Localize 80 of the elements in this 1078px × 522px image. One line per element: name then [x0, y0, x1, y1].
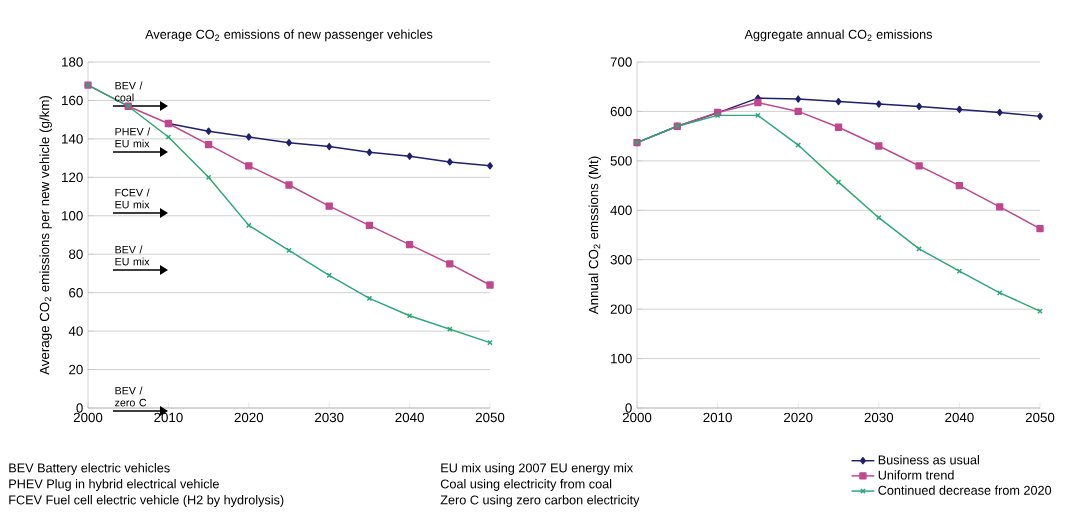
point [446, 260, 454, 268]
y-axis-title: Average CO$_{2}$ emissions per new vehicle (g/km) [39, 95, 52, 375]
y-tick-label: 0 [76, 403, 83, 413]
point [916, 102, 923, 111]
point [245, 162, 253, 170]
point [205, 127, 212, 135]
point [875, 100, 882, 108]
y-tick-label: 700 [610, 57, 632, 67]
point [956, 105, 963, 114]
x-tick-label: 2000 [73, 412, 103, 423]
y-tick-label: 80 [69, 249, 83, 259]
chart-title: Aggregate annual CO$_{2}$ emissions [744, 29, 933, 42]
text: Coal using electricity from coal [440, 479, 612, 491]
y-tick-label: 180 [62, 57, 83, 67]
y-tick-label: 200 [610, 304, 632, 314]
x-tick-label: 2000 [622, 412, 652, 423]
y-tick-label: 160 [62, 95, 83, 106]
point [754, 98, 762, 107]
x-tick-label: 2040 [945, 412, 974, 423]
point [204, 140, 213, 149]
y-tick-label: 400 [610, 205, 632, 215]
point [996, 108, 1003, 117]
point [834, 123, 843, 131]
annotation: FCEV / EU mix [115, 188, 150, 209]
legend-label: Uniform trend [878, 470, 954, 480]
point [366, 148, 373, 157]
x-tick-label: 2030 [864, 412, 894, 423]
point [486, 281, 494, 289]
legend-label: Continued decrease from 2020 [878, 485, 1052, 495]
point [446, 158, 453, 166]
text: Zero C using zero carbon electricity [440, 495, 640, 507]
x-tick-label: 2010 [154, 412, 183, 423]
point [875, 142, 883, 150]
point [365, 221, 374, 230]
point [996, 203, 1004, 211]
text: EU mix using 2007 EU energy mix [441, 463, 633, 475]
point [835, 97, 842, 106]
y-tick-label: 40 [68, 326, 83, 336]
annotation: BEV / coal [115, 81, 143, 102]
point [795, 95, 802, 103]
y-tick-label: 140 [62, 134, 83, 144]
y-tick-label: 100 [611, 353, 632, 364]
y-axis-title: Annual CO$_{2}$ emssions (Mt) [588, 156, 601, 315]
x-tick-label: 2030 [315, 412, 344, 423]
point [326, 142, 333, 151]
y-tick-label: 0 [625, 403, 632, 413]
point [285, 181, 293, 189]
x-tick-label: 2010 [703, 412, 732, 423]
point [915, 162, 923, 170]
point [245, 133, 252, 141]
point [955, 181, 964, 190]
point [446, 326, 453, 333]
y-tick-label: 20 [69, 364, 83, 375]
chart-title: Average CO$_{2}$ emissions of new passenger vehicles [145, 29, 433, 42]
point [405, 240, 414, 249]
x-tick-label: 2050 [475, 412, 505, 423]
point [325, 202, 333, 210]
text: BEV Battery electric vehicles [9, 463, 170, 475]
point [406, 152, 413, 160]
annotation: BEV / EU mix [115, 245, 150, 266]
x-tick-label: 2040 [395, 412, 424, 423]
y-tick-label: 600 [610, 106, 632, 117]
x-tick-label: 2020 [784, 412, 813, 423]
annotation: PHEV / EU mix [115, 127, 151, 148]
y-tick-label: 100 [62, 211, 83, 221]
text: FCEV Fuel cell electric vehicle (H2 by hydrolysis) [9, 495, 284, 507]
x-tick-label: 2020 [234, 412, 264, 423]
point [286, 139, 292, 147]
point [1036, 224, 1044, 233]
point [487, 162, 493, 170]
x-tick-label: 2050 [1025, 412, 1055, 423]
annotation: BEV / zero C [115, 386, 147, 407]
y-tick-label: 120 [62, 172, 83, 183]
legend-label: Business as usual [878, 455, 979, 465]
text: PHEV Plug in hybrid electrical vehicle [9, 479, 219, 491]
point [794, 107, 802, 116]
y-tick-label: 60 [69, 287, 83, 298]
y-tick-label: 500 [610, 156, 632, 166]
point [366, 295, 373, 302]
y-tick-label: 300 [610, 255, 632, 265]
